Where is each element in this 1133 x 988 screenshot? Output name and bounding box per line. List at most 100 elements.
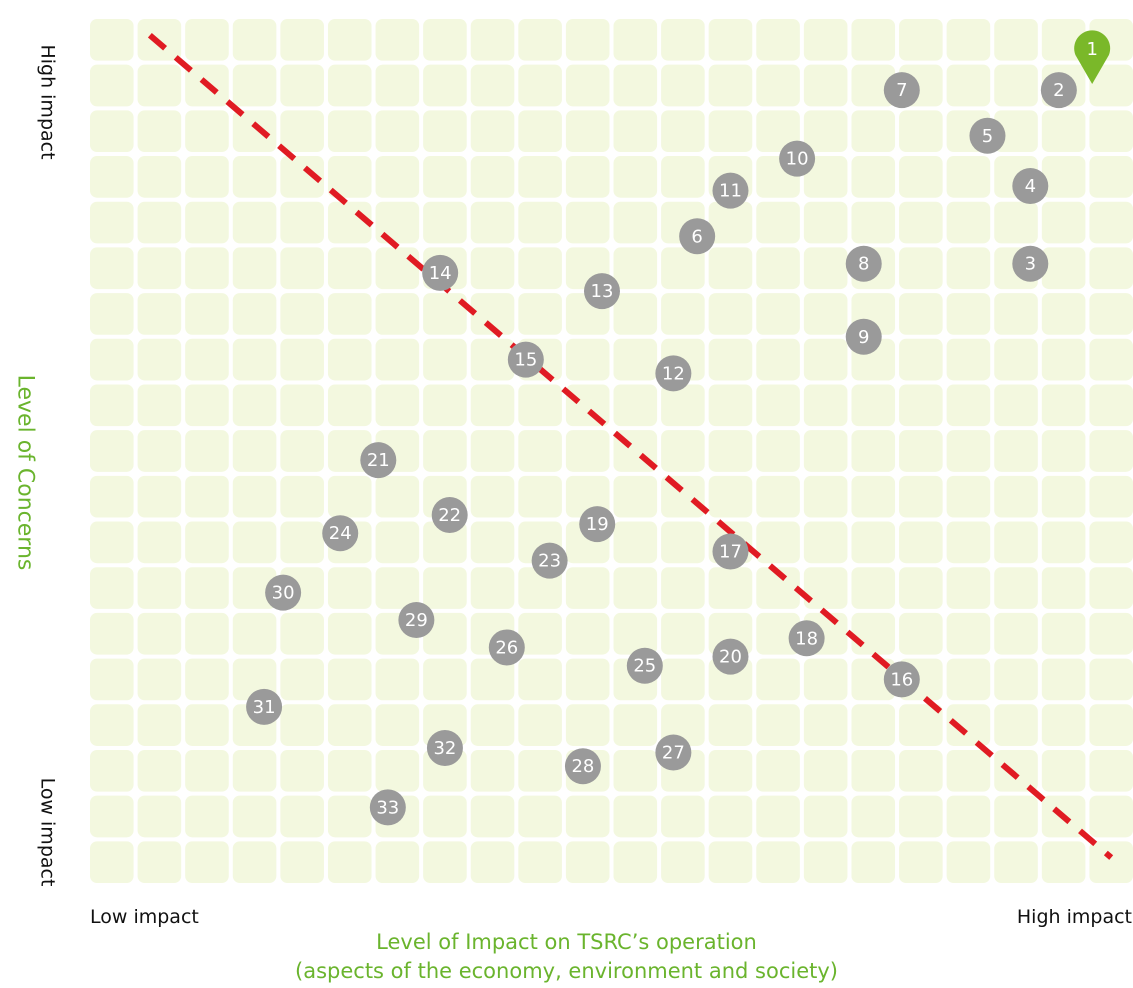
data-point: 31 — [246, 688, 283, 725]
grid-cell — [518, 475, 562, 518]
grid-cell — [946, 64, 991, 107]
grid-cell — [994, 612, 1038, 655]
grid-cell — [1041, 201, 1086, 244]
grid-cell — [280, 338, 324, 381]
grid-cell — [90, 110, 134, 153]
grid-cell — [518, 749, 562, 792]
grid-cell — [185, 156, 229, 198]
point-marker — [969, 117, 1006, 154]
grid-cell — [90, 658, 134, 701]
x-axis-high-label: High impact — [1016, 906, 1132, 928]
grid-cell — [756, 338, 800, 381]
grid-cell — [232, 19, 277, 61]
point-label: 17 — [719, 542, 742, 563]
grid-cell — [327, 338, 372, 381]
grid-cell — [185, 247, 229, 290]
y-axis-title: Level of Concerns — [12, 374, 38, 570]
grid-cell — [994, 384, 1038, 427]
grid-cell — [613, 19, 658, 61]
grid-cell — [280, 521, 324, 564]
grid-cell — [90, 612, 134, 655]
grid-cell — [946, 612, 991, 655]
y-axis-low-label: Low impact — [35, 777, 58, 887]
grid-cell — [185, 749, 229, 792]
grid-cell — [90, 64, 134, 107]
grid-cell — [1089, 567, 1133, 609]
point-label: 8 — [858, 254, 869, 275]
grid-cell — [470, 156, 515, 198]
grid-cell — [756, 19, 800, 61]
point-marker — [712, 172, 749, 209]
grid-cell — [565, 841, 610, 883]
grid-cell — [851, 704, 896, 746]
data-point: 9 — [845, 318, 882, 355]
grid-cell — [90, 338, 134, 381]
grid-cell — [613, 338, 658, 381]
grid-cell — [756, 795, 800, 838]
grid-cell — [185, 338, 229, 381]
grid-cell — [375, 201, 420, 244]
grid-cell — [756, 704, 800, 746]
grid-cell — [756, 521, 800, 564]
grid-cell — [518, 293, 562, 335]
grid-cell — [946, 156, 991, 198]
point-label: 3 — [1025, 254, 1036, 275]
grid-cell — [90, 156, 134, 198]
grid-cell — [803, 338, 848, 381]
grid-cell — [803, 156, 848, 198]
grid-cell — [946, 521, 991, 564]
grid-cell — [327, 841, 372, 883]
point-marker — [1040, 72, 1077, 109]
grid-cell — [708, 247, 753, 290]
grid-cell — [1041, 430, 1086, 472]
grid-cell — [280, 795, 324, 838]
grid-cell — [518, 64, 562, 107]
grid-cell — [1089, 795, 1133, 838]
grid-cell — [899, 201, 943, 244]
grid-cell — [327, 19, 372, 61]
grid-cell — [708, 567, 753, 609]
grid-cell — [1089, 201, 1133, 244]
grid-cell — [280, 247, 324, 290]
point-marker — [507, 341, 544, 378]
point-label: 31 — [253, 697, 276, 718]
grid-cell — [280, 841, 324, 883]
grid-cell — [613, 247, 658, 290]
grid-cell — [185, 658, 229, 701]
grid-cell — [185, 384, 229, 427]
point-marker — [583, 273, 620, 310]
grid-cell — [1089, 384, 1133, 427]
grid-cell — [851, 658, 896, 701]
grid-cell — [327, 110, 372, 153]
data-point-highlight: 1 — [1074, 30, 1111, 84]
point-marker — [712, 638, 749, 675]
grid-cell — [137, 156, 182, 198]
grid-cell — [232, 475, 277, 518]
grid-cell — [90, 201, 134, 244]
grid-cell — [518, 19, 562, 61]
grid-cell — [1041, 612, 1086, 655]
point-marker — [398, 602, 435, 639]
grid-cell — [375, 247, 420, 290]
point-label: 28 — [571, 756, 594, 777]
grid-cell — [423, 19, 467, 61]
grid-cell — [470, 658, 515, 701]
x-axis-subtitle: (aspects of the economy, environment and… — [295, 959, 838, 983]
grid-cell — [899, 293, 943, 335]
data-point: 28 — [564, 748, 601, 785]
grid-cell — [90, 795, 134, 838]
point-label: 25 — [633, 656, 656, 677]
grid-cell — [708, 841, 753, 883]
point-marker — [531, 542, 568, 579]
grid-cell — [994, 795, 1038, 838]
point-marker — [845, 245, 882, 282]
grid-cell — [899, 19, 943, 61]
grid-cell — [803, 430, 848, 472]
grid-cell — [327, 247, 372, 290]
grid-cell — [708, 293, 753, 335]
point-label: 4 — [1025, 176, 1036, 197]
grid-cell — [565, 64, 610, 107]
data-point: 30 — [265, 574, 302, 611]
grid-cell — [994, 19, 1038, 61]
